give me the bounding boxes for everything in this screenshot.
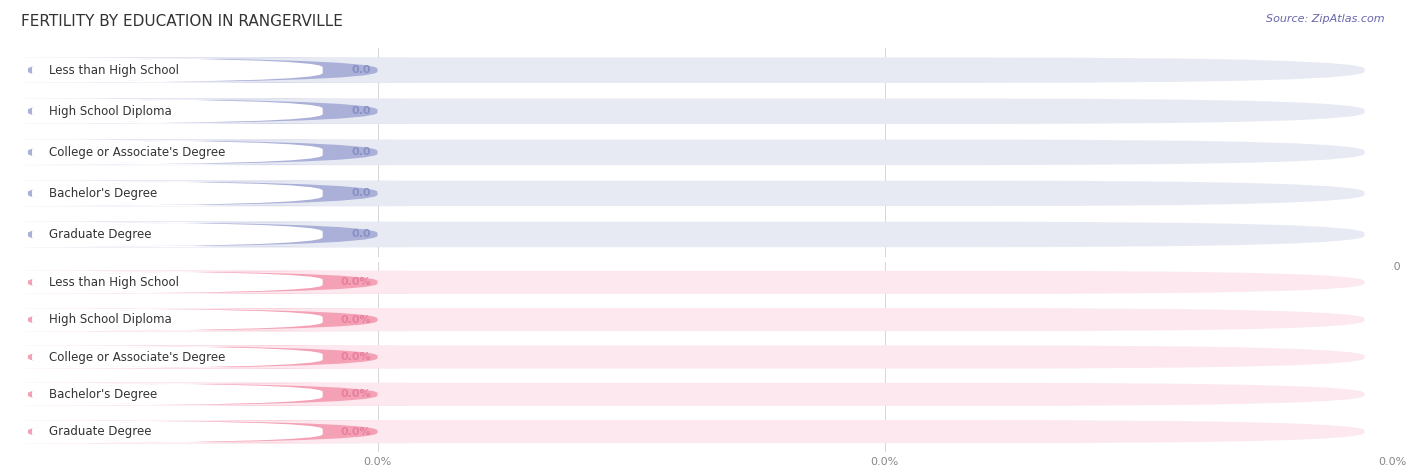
Text: High School Diploma: High School Diploma: [48, 313, 172, 326]
FancyBboxPatch shape: [28, 271, 1365, 294]
FancyBboxPatch shape: [0, 308, 357, 331]
FancyBboxPatch shape: [0, 140, 357, 165]
Text: 0.0: 0.0: [352, 188, 371, 198]
FancyBboxPatch shape: [28, 383, 1365, 406]
FancyBboxPatch shape: [0, 383, 411, 406]
FancyBboxPatch shape: [0, 383, 357, 406]
FancyBboxPatch shape: [28, 222, 1365, 247]
FancyBboxPatch shape: [0, 58, 411, 83]
FancyBboxPatch shape: [0, 181, 357, 206]
FancyBboxPatch shape: [0, 271, 357, 294]
FancyBboxPatch shape: [28, 420, 1365, 443]
Text: 0.0%: 0.0%: [340, 278, 371, 288]
FancyBboxPatch shape: [28, 139, 1365, 165]
Text: Less than High School: Less than High School: [48, 64, 179, 77]
FancyBboxPatch shape: [28, 181, 1365, 206]
Text: College or Associate's Degree: College or Associate's Degree: [48, 146, 225, 159]
Text: Source: ZipAtlas.com: Source: ZipAtlas.com: [1267, 14, 1385, 24]
FancyBboxPatch shape: [0, 271, 411, 294]
Text: 0.0%: 0.0%: [340, 352, 371, 362]
Text: College or Associate's Degree: College or Associate's Degree: [48, 350, 225, 364]
FancyBboxPatch shape: [0, 420, 411, 443]
FancyBboxPatch shape: [28, 346, 1365, 368]
Text: 0.0: 0.0: [352, 106, 371, 116]
Text: Bachelor's Degree: Bachelor's Degree: [48, 187, 156, 200]
FancyBboxPatch shape: [0, 58, 357, 83]
FancyBboxPatch shape: [0, 308, 411, 331]
Text: 0.0: 0.0: [352, 65, 371, 75]
Text: High School Diploma: High School Diploma: [48, 105, 172, 118]
Text: 0.0: 0.0: [352, 229, 371, 239]
FancyBboxPatch shape: [0, 420, 357, 443]
Text: 0.0: 0.0: [352, 147, 371, 158]
FancyBboxPatch shape: [0, 222, 411, 247]
Text: 0.0%: 0.0%: [340, 315, 371, 325]
FancyBboxPatch shape: [0, 181, 411, 206]
FancyBboxPatch shape: [28, 99, 1365, 124]
Text: Less than High School: Less than High School: [48, 276, 179, 289]
FancyBboxPatch shape: [0, 139, 411, 165]
FancyBboxPatch shape: [0, 346, 357, 368]
FancyBboxPatch shape: [0, 222, 357, 247]
FancyBboxPatch shape: [0, 346, 411, 368]
FancyBboxPatch shape: [0, 99, 411, 124]
Text: Graduate Degree: Graduate Degree: [48, 228, 150, 241]
Text: 0.0%: 0.0%: [340, 426, 371, 436]
FancyBboxPatch shape: [28, 308, 1365, 331]
FancyBboxPatch shape: [28, 58, 1365, 83]
FancyBboxPatch shape: [0, 99, 357, 124]
Text: Bachelor's Degree: Bachelor's Degree: [48, 388, 156, 401]
Text: Graduate Degree: Graduate Degree: [48, 425, 150, 438]
Text: FERTILITY BY EDUCATION IN RANGERVILLE: FERTILITY BY EDUCATION IN RANGERVILLE: [21, 14, 343, 30]
Text: 0.0%: 0.0%: [340, 389, 371, 399]
